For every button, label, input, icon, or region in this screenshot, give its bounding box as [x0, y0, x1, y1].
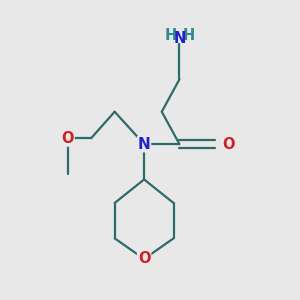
Text: O: O: [61, 131, 74, 146]
Text: O: O: [138, 251, 150, 266]
Text: H: H: [182, 28, 194, 43]
Text: N: N: [173, 32, 186, 46]
Text: O: O: [222, 136, 235, 152]
Text: H: H: [164, 28, 177, 43]
Text: N: N: [138, 136, 151, 152]
